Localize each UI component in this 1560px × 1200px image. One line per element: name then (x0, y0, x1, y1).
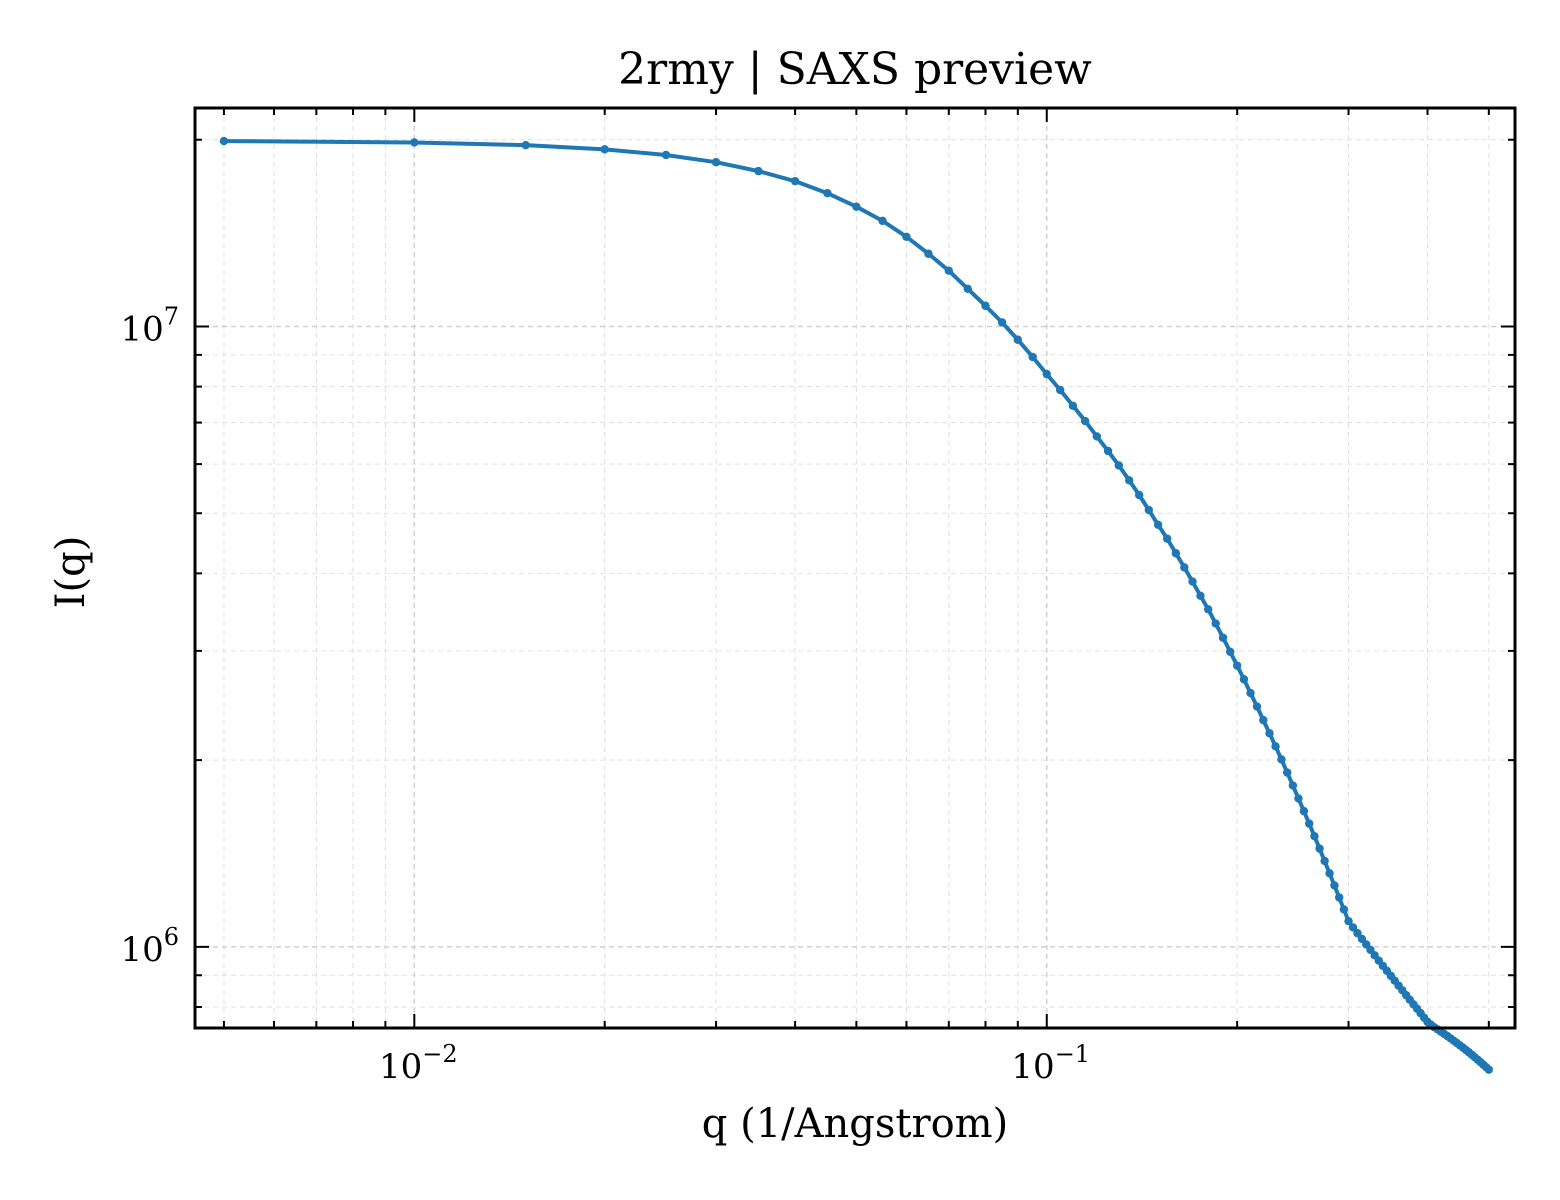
data-point (1013, 335, 1023, 344)
data-point (521, 140, 530, 150)
data-point (1042, 369, 1051, 379)
data-point (1028, 352, 1037, 362)
data-point (1103, 446, 1113, 456)
data-point (981, 301, 990, 310)
data-point (1153, 520, 1163, 529)
data-point (1252, 702, 1262, 711)
data-point (1180, 563, 1189, 572)
data-point (1092, 432, 1102, 441)
minor-grid (195, 108, 1515, 1028)
data-point (1299, 806, 1309, 816)
tick-label: 10−2 (379, 1040, 458, 1087)
data-point (1484, 1065, 1494, 1074)
data-point (711, 158, 721, 167)
data-point (1310, 832, 1319, 841)
data-point (1335, 893, 1344, 902)
data-point (1196, 591, 1205, 601)
data-point (1294, 794, 1303, 803)
data-point (1124, 476, 1134, 485)
major-grid (195, 108, 1515, 1028)
plot-frame (193, 106, 1517, 1030)
y-axis-label: I(q) (48, 536, 94, 609)
data-point (790, 176, 800, 186)
data-point (410, 138, 419, 147)
data-point (1288, 781, 1298, 790)
data-point (1171, 549, 1181, 558)
data-point (852, 202, 861, 211)
data-point (1239, 675, 1249, 684)
data-point (1144, 505, 1154, 515)
data-point (1068, 401, 1078, 410)
data-point (1283, 768, 1292, 777)
data-point (1265, 729, 1274, 738)
data-point (944, 266, 953, 275)
data-point (1320, 856, 1329, 866)
data-point (924, 249, 933, 258)
data-point (1277, 755, 1286, 764)
data-point (1325, 869, 1334, 878)
data-point (1315, 844, 1324, 853)
data-point (1353, 929, 1362, 938)
tick-label: 10−1 (1011, 1040, 1090, 1087)
chart-title: 2rmy | SAXS preview (618, 44, 1092, 95)
data-point (1246, 688, 1255, 698)
data-point (1225, 647, 1235, 656)
data-point (1162, 534, 1172, 543)
data-point (963, 284, 972, 294)
axis-ticks (195, 108, 1515, 1028)
data-point (823, 189, 832, 198)
data-point (1305, 819, 1314, 828)
data-point (1114, 461, 1124, 470)
data-point (1339, 905, 1349, 914)
data-point (1271, 742, 1280, 751)
data-point (1330, 881, 1339, 890)
data-point (997, 318, 1007, 327)
data-point (1204, 605, 1213, 614)
data-point (600, 145, 609, 154)
series-layer (219, 136, 1494, 1074)
data-point (1344, 916, 1353, 926)
data-point (1188, 577, 1197, 586)
data-point (1218, 633, 1228, 642)
data-point (1134, 490, 1144, 500)
data-point (1211, 619, 1220, 628)
data-point (661, 150, 671, 160)
tick-label: 107 (120, 302, 179, 349)
tick-labels: 10−2 10−1 106 107 (120, 302, 1090, 1087)
data-point (1232, 661, 1242, 670)
x-axis-label: q (1/Angstrom) (702, 1101, 1008, 1147)
data-point (1055, 385, 1065, 395)
data-point (902, 232, 911, 241)
data-point (1259, 715, 1268, 725)
data-point (1080, 416, 1090, 426)
tick-label: 106 (120, 923, 179, 970)
data-point (878, 216, 887, 226)
data-point (754, 166, 763, 176)
data-point (219, 136, 229, 146)
data-point (1348, 923, 1358, 932)
